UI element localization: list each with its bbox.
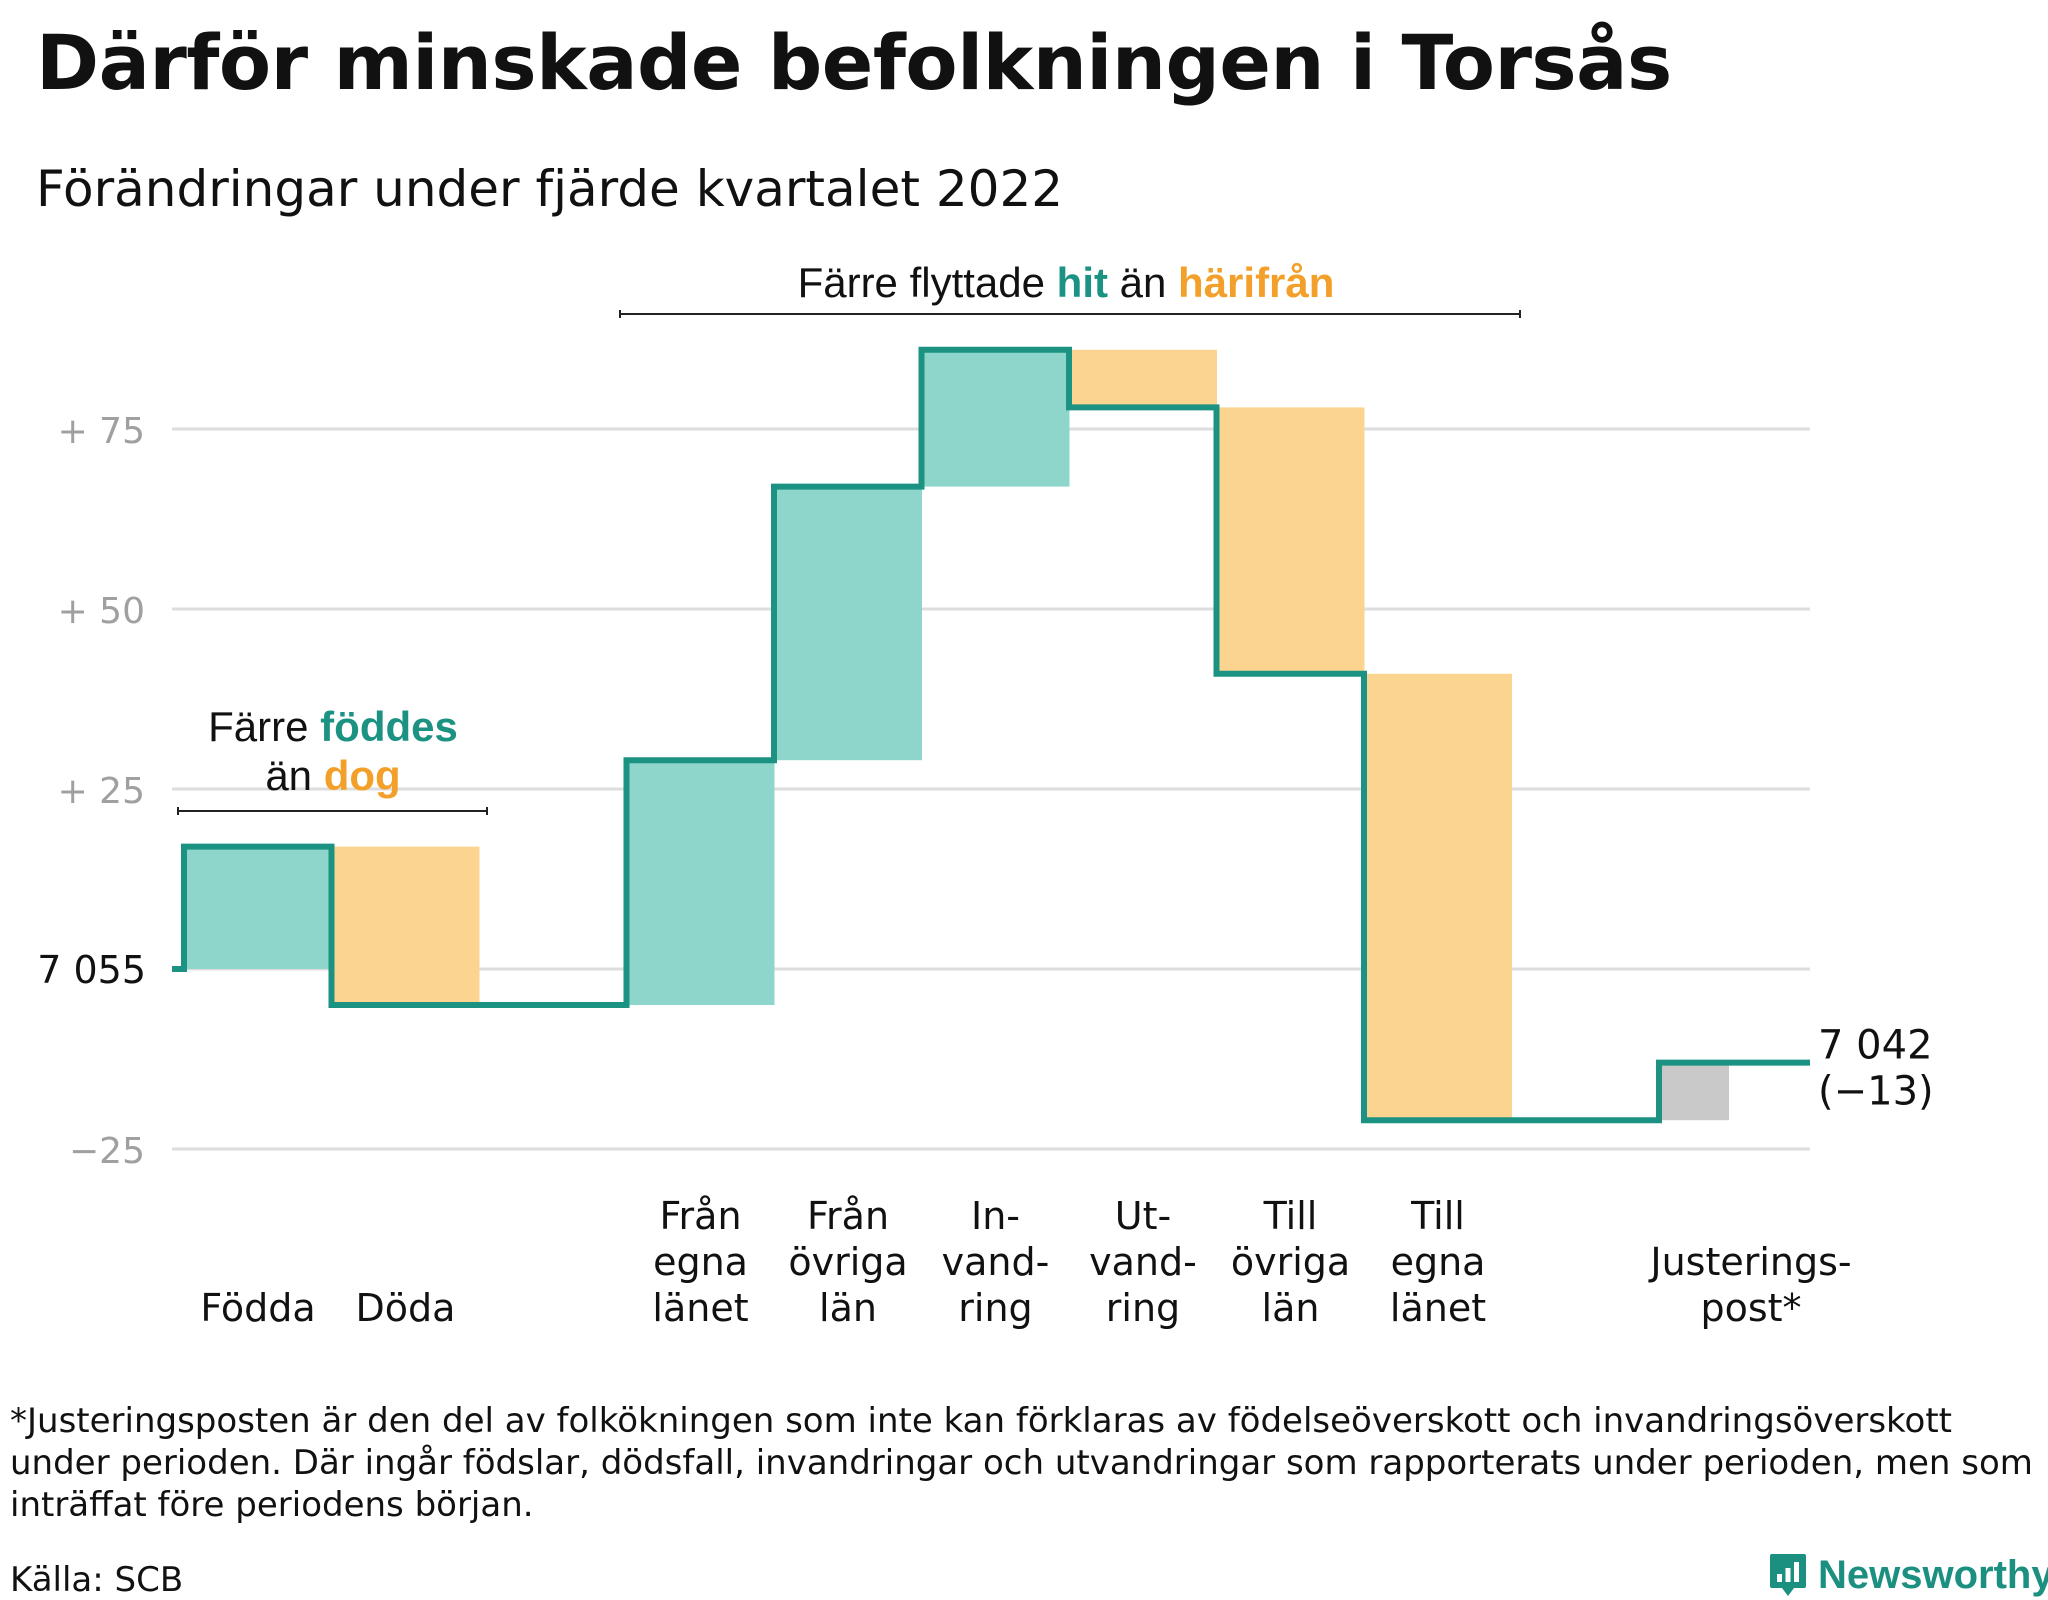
change-value-label: (−13): [1818, 1069, 1934, 1115]
x-category-label: Till: [1263, 1194, 1318, 1238]
y-tick-label: + 75: [58, 411, 145, 452]
newsworthy-brand[interactable]: Newsworthy: [1768, 1552, 2048, 1598]
end-value-label: 7 042: [1818, 1023, 1933, 1069]
waterfall-bar: [921, 349, 1070, 487]
waterfall-bar: [1364, 673, 1512, 1121]
x-category-label: egna: [1391, 1240, 1486, 1284]
x-category-label: ring: [958, 1286, 1032, 1330]
annotation-births-deaths-line1: Färre föddes: [208, 703, 458, 750]
y-tick-label: + 25: [58, 771, 145, 812]
x-category-label: länet: [1390, 1286, 1486, 1330]
x-category-label: Döda: [356, 1286, 456, 1330]
x-category-label: övriga: [1231, 1240, 1350, 1284]
footnote: *Justeringsposten är den del av folkökni…: [10, 1401, 2033, 1525]
waterfall-bar: [774, 486, 922, 761]
y-tick-label: + 50: [58, 591, 145, 632]
x-category-label: Från: [659, 1194, 741, 1238]
x-category-label: egna: [653, 1240, 748, 1284]
x-category-label: Födda: [200, 1286, 315, 1330]
x-category-label: In-: [971, 1194, 1020, 1238]
x-category-label: länet: [652, 1286, 748, 1330]
chart-title: Därför minskade befolkningen i Torsås: [36, 18, 1672, 107]
x-category-label: övriga: [788, 1240, 907, 1284]
y-tick-label: −25: [69, 1131, 145, 1172]
x-category-label: ring: [1106, 1286, 1180, 1330]
brand-name: Newsworthy: [1818, 1552, 2048, 1597]
annotation-births-deaths-line2: än dog: [265, 752, 400, 799]
waterfall-bar: [1069, 349, 1217, 408]
x-category-label: post*: [1700, 1286, 1801, 1330]
newsworthy-logo-icon: [1770, 1554, 1806, 1596]
waterfall-bar: [1659, 1062, 1729, 1121]
chart-subtitle: Förändringar under fjärde kvartalet 2022: [36, 160, 1064, 218]
source-label: Källa: SCB: [10, 1560, 184, 1600]
x-category-label: län: [1262, 1286, 1320, 1330]
x-category-label: vand-: [942, 1240, 1050, 1284]
waterfall-bar: [626, 760, 775, 1005]
waterfall-bar: [331, 846, 480, 1005]
x-category-label: Ut-: [1115, 1194, 1171, 1238]
waterfall-bar: [1216, 407, 1365, 674]
annotation-migration: Färre flyttade hit än härifrån: [798, 259, 1335, 306]
x-category-label: Till: [1410, 1194, 1465, 1238]
x-category-label: Från: [807, 1194, 889, 1238]
start-value-label: 7 055: [37, 948, 146, 992]
x-category-label: län: [819, 1286, 877, 1330]
waterfall-bar: [184, 846, 332, 969]
cumulative-step-line: [172, 346, 1810, 1124]
x-category-label: vand-: [1089, 1240, 1197, 1284]
x-category-label: Justerings-: [1648, 1240, 1851, 1284]
